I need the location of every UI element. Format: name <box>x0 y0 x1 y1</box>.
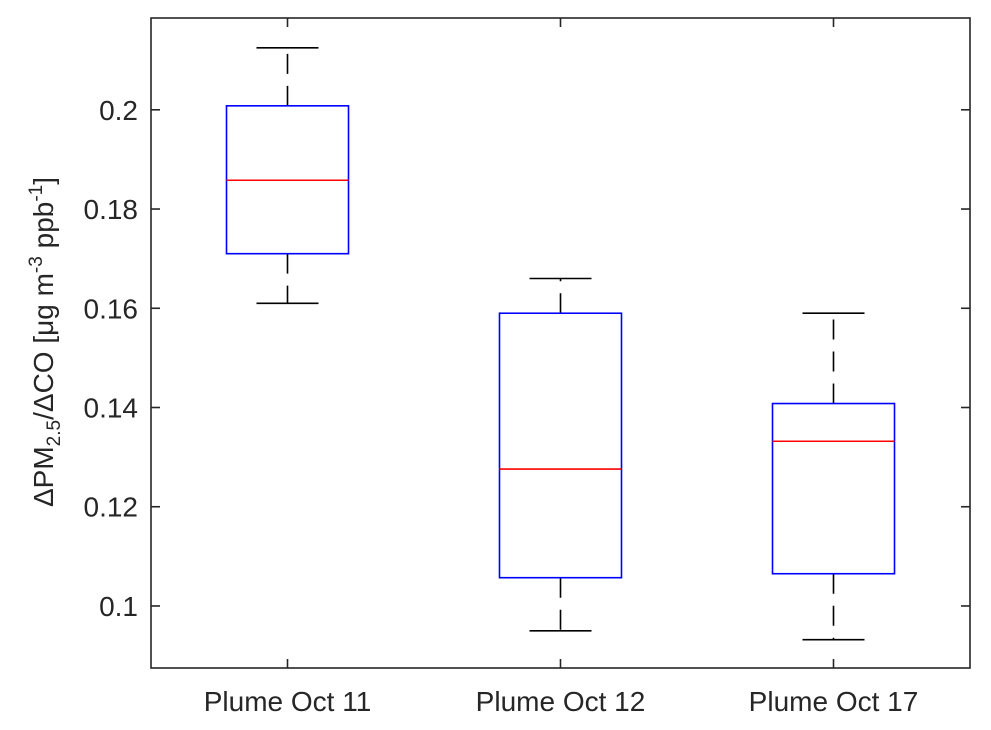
x-tick-label: Plume Oct 11 <box>204 686 372 717</box>
y-axis: 0.1 0.12 0.14 0.16 0.18 0.2 <box>84 95 970 622</box>
y-label-pm-subscript: 2.5 <box>44 420 65 446</box>
x-tick-label: Plume Oct 17 <box>749 686 919 717</box>
y-label-end: ] <box>28 177 59 185</box>
y-tick-label: 0.2 <box>99 95 138 126</box>
y-tick-label: 0.14 <box>84 393 139 424</box>
y-tick-label: 0.18 <box>84 194 139 225</box>
y-tick-label: 0.12 <box>84 492 139 523</box>
box-group <box>498 277 623 632</box>
y-label-pm: PM <box>28 446 59 488</box>
y-tick-label: 0.16 <box>84 293 139 324</box>
boxes <box>225 46 896 641</box>
y-tick-label: 0.1 <box>99 591 138 622</box>
x-tick-label: Plume Oct 12 <box>476 686 646 717</box>
y-label-ratio: /ΔCO [μg m <box>28 273 59 420</box>
box-group <box>225 46 350 305</box>
y-label-delta: Δ <box>28 488 59 507</box>
box-group <box>771 312 896 641</box>
x-axis: Plume Oct 11 Plume Oct 12 Plume Oct 17 <box>204 18 919 717</box>
y-axis-label: ΔPM2.5/ΔCO [μg m-3 ppb-1] <box>26 177 65 507</box>
axes-frame <box>150 17 971 669</box>
y-label-exponent-2: -1 <box>26 185 47 202</box>
box <box>771 402 896 575</box>
box <box>498 312 623 579</box>
plot-area <box>150 17 971 669</box>
y-label-mid: ppb <box>28 202 59 257</box>
y-label-exponent-1: -3 <box>26 256 47 273</box>
